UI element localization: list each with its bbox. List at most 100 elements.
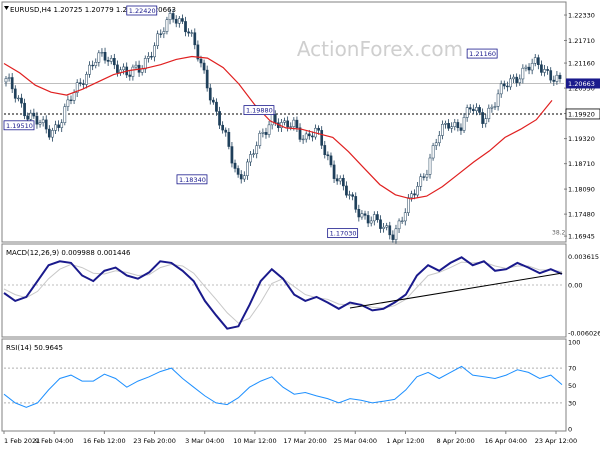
candle-body xyxy=(57,124,60,128)
candle-body xyxy=(66,99,70,107)
candle-body xyxy=(558,74,562,79)
candle-body xyxy=(88,64,91,75)
macd-trendline xyxy=(349,272,563,309)
candle-body xyxy=(17,97,20,100)
candle-body xyxy=(246,161,249,176)
macd-tick-label: -0.006026 xyxy=(568,329,600,337)
candle-body xyxy=(369,220,373,224)
candle-body xyxy=(168,13,172,20)
candle-body xyxy=(174,18,178,24)
candle-body xyxy=(437,135,441,144)
candle-body xyxy=(94,62,98,66)
candle-body xyxy=(320,130,324,146)
candle-body xyxy=(270,114,274,126)
candle-body xyxy=(35,115,39,125)
price-annotation-box xyxy=(126,5,158,16)
candle-body xyxy=(493,106,497,108)
candle-body xyxy=(13,88,17,99)
candle-body xyxy=(555,74,559,82)
candle-body xyxy=(354,196,358,210)
candle-body xyxy=(177,18,181,24)
candle-body xyxy=(385,225,389,228)
candle-body xyxy=(190,32,194,34)
rsi-tick-label: 0 xyxy=(568,426,572,434)
candle-body xyxy=(187,31,190,34)
candle-body xyxy=(413,193,416,196)
price-tick-label: 1.16945 xyxy=(568,233,595,241)
candle-body xyxy=(227,131,231,147)
fib-level-tag: 38.2 xyxy=(552,229,566,236)
candle-body xyxy=(78,82,82,85)
candle-body xyxy=(304,133,308,140)
candle-body xyxy=(199,58,203,64)
x-axis-label: 23 Apr 12:00 xyxy=(535,437,577,445)
candle-body xyxy=(481,112,484,124)
candle-body xyxy=(394,228,398,240)
candle-body xyxy=(264,132,268,135)
candle-body xyxy=(391,234,395,240)
candle-body xyxy=(230,146,234,164)
candle-body xyxy=(236,168,240,175)
x-axis-label: 8 Apr 20:00 xyxy=(437,437,475,445)
fib-price-tag-box xyxy=(565,108,600,120)
candle-body xyxy=(419,176,423,187)
candle-body xyxy=(512,76,515,80)
candle-body xyxy=(450,126,454,129)
candle-body xyxy=(499,83,503,95)
x-axis-label: 9 Feb 04:00 xyxy=(35,437,74,445)
candle-body xyxy=(20,97,23,104)
rsi-tick-label: 100 xyxy=(568,339,580,347)
candle-body xyxy=(292,119,296,127)
price-tick-label: 1.20550 xyxy=(568,85,595,93)
candle-body xyxy=(69,99,73,101)
candle-body xyxy=(150,56,153,58)
price-tick-label: 1.21710 xyxy=(568,37,595,45)
candle-body xyxy=(332,164,336,179)
candle-body xyxy=(82,83,85,85)
candle-body xyxy=(552,79,556,82)
candle-body xyxy=(255,145,259,155)
candle-body xyxy=(202,62,206,71)
candle-body xyxy=(311,135,314,138)
candle-body xyxy=(32,112,36,117)
candle-body xyxy=(326,154,330,157)
candle-body xyxy=(465,107,469,118)
candle-body xyxy=(289,126,293,128)
macd-panel: MACD(12,26,9) 0.009988 0.001446 0.003615… xyxy=(1,243,600,338)
price-tick-label: 1.21160 xyxy=(568,60,595,68)
candle-body xyxy=(524,66,528,69)
x-axis-label: 16 Feb 12:00 xyxy=(83,437,126,445)
candle-body xyxy=(29,112,33,120)
x-axis-label: 23 Feb 20:00 xyxy=(133,437,176,445)
candle-body xyxy=(134,64,138,68)
candle-body xyxy=(91,64,95,67)
candle-body xyxy=(249,154,252,163)
candle-body xyxy=(181,18,184,22)
candle-body xyxy=(379,219,382,229)
candle-body xyxy=(496,93,500,107)
candle-body xyxy=(286,120,289,128)
macd-panel-frame xyxy=(1,243,567,338)
candle-body xyxy=(422,176,426,178)
candle-body xyxy=(224,129,228,133)
candle-body xyxy=(109,58,113,62)
price-annotation-box xyxy=(243,105,275,116)
candle-body xyxy=(502,83,506,87)
candle-body xyxy=(171,13,175,20)
candle-body xyxy=(444,123,447,125)
candle-body xyxy=(372,214,376,222)
price-annotation-label: 1.22420 xyxy=(129,7,156,15)
fib-level: 1.19920 38.2 xyxy=(4,108,600,236)
candle-body xyxy=(518,78,522,83)
candle-body xyxy=(366,215,370,224)
candle-body xyxy=(295,119,299,129)
candle-body xyxy=(122,66,125,71)
candle-body xyxy=(431,145,435,159)
candle-body xyxy=(131,66,135,77)
candle-body xyxy=(527,66,531,71)
candle-body xyxy=(106,59,110,62)
candle-body xyxy=(471,108,475,112)
candle-body xyxy=(307,133,311,137)
candle-body xyxy=(388,225,392,236)
candle-body xyxy=(215,101,218,112)
